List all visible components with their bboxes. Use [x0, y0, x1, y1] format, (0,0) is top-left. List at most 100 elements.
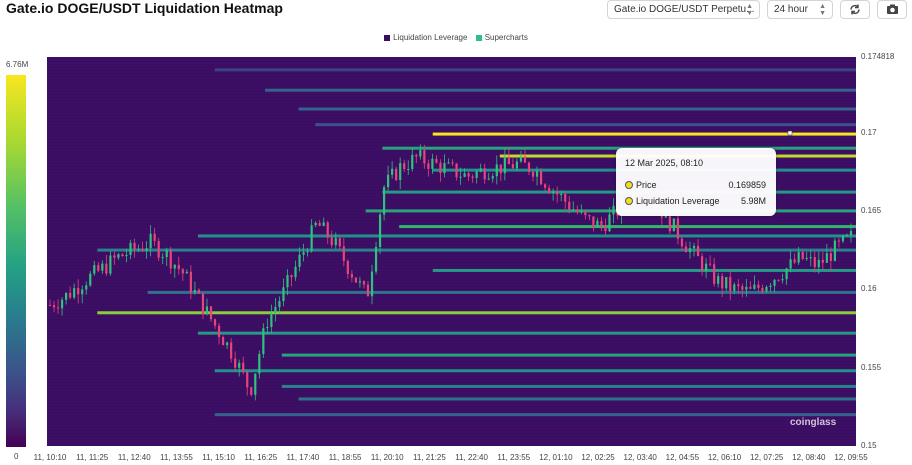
price-candle [48, 304, 52, 306]
x-tick-label: 11, 15:10 [202, 453, 236, 462]
price-candle [266, 327, 269, 329]
x-tick-label: 11, 18:55 [328, 453, 362, 462]
price-candle [471, 176, 474, 178]
price-candle [226, 342, 229, 346]
tooltip-price-label: Price [636, 180, 657, 190]
price-candle [592, 216, 595, 228]
refresh-button[interactable] [840, 0, 870, 19]
price-candle [177, 264, 180, 270]
legend-swatch [384, 34, 391, 41]
price-candle [415, 154, 418, 157]
price-candle [692, 245, 696, 249]
price-candle [696, 245, 700, 257]
price-candle [813, 257, 816, 268]
x-tick-label: 12, 06:10 [707, 453, 742, 462]
refresh-icon [850, 4, 860, 15]
colorbar-max-label: 6.76M [6, 60, 29, 69]
screenshot-button[interactable] [877, 0, 907, 19]
price-candle [713, 264, 716, 284]
tooltip-leverage-row: Liquidation Leverage 5.98M [625, 196, 770, 206]
y-tick-label: 0.16 [861, 284, 877, 294]
price-candle [205, 306, 209, 315]
price-candle [230, 342, 233, 359]
price-candle [85, 285, 88, 290]
price-candle [797, 251, 800, 263]
pair-select[interactable]: Gate.io DOGE/USDT Perpetu... ▲ ▼ [607, 0, 760, 19]
liquidation-band [432, 132, 856, 136]
price-candle [560, 194, 563, 196]
price-candle [805, 258, 808, 260]
x-tick-label: 11, 21:25 [413, 453, 446, 462]
dot-icon [625, 197, 633, 205]
price-candle [197, 289, 201, 294]
price-candle [145, 248, 148, 251]
price-candle [52, 305, 56, 308]
price-candle [721, 276, 724, 289]
price-candle [676, 218, 680, 239]
price-candle [612, 205, 615, 215]
price-candle [157, 240, 160, 258]
price-candle [382, 187, 386, 215]
legend-item-supercharts[interactable]: Supercharts [475, 33, 528, 42]
price-candle [447, 162, 450, 164]
price-candle [129, 242, 132, 255]
x-tick-label: 11, 17:40 [286, 453, 320, 462]
liquidation-band [298, 397, 856, 401]
price-candle [423, 150, 426, 164]
price-candle [342, 246, 345, 261]
liquidation-band [432, 268, 856, 272]
price-candle [153, 233, 156, 241]
price-candle [604, 225, 607, 232]
colorbar [6, 75, 26, 447]
price-candle [837, 240, 841, 242]
price-candle [362, 281, 366, 285]
price-candle [161, 257, 164, 259]
price-candle [274, 307, 277, 314]
price-candle [89, 273, 92, 286]
price-candle [201, 293, 205, 315]
price-candle [809, 257, 812, 259]
legend-item-liquidation[interactable]: Liquidation Leverage [384, 33, 467, 42]
price-candle [133, 242, 136, 250]
price-candle [435, 158, 438, 163]
liquidation-band [365, 209, 856, 213]
price-candle [535, 171, 539, 177]
pair-select-value: Gate.io DOGE/USDT Perpetu... [614, 4, 755, 15]
price-candle [841, 235, 845, 242]
price-candle [234, 358, 237, 368]
price-candle [588, 215, 591, 217]
price-candle [495, 164, 498, 177]
price-candle [395, 168, 398, 181]
price-candle [568, 201, 571, 210]
price-candle [451, 162, 454, 164]
price-candle [411, 154, 414, 170]
legend-label: Supercharts [484, 33, 528, 42]
price-candle [298, 254, 301, 267]
price-candle [503, 156, 506, 174]
price-candle [491, 176, 494, 179]
price-candle [749, 286, 752, 289]
price-candle [97, 265, 100, 271]
hover-tooltip: 12 Mar 2025, 08:10 Price 0.169859 Liquid… [616, 148, 776, 216]
price-candle [455, 163, 458, 178]
price-candle [531, 171, 535, 177]
price-candle [556, 191, 559, 195]
price-candle [552, 191, 555, 193]
price-candle [242, 362, 245, 372]
price-candle [564, 194, 567, 202]
heatmap-plot[interactable] [47, 57, 856, 446]
price-candle [65, 292, 68, 300]
price-candle [60, 299, 64, 309]
price-candle [334, 238, 337, 246]
price-candle [825, 253, 828, 263]
price-candle [684, 246, 688, 253]
range-select[interactable]: 24 hour ▲ ▼ [767, 0, 833, 19]
price-candle [672, 218, 675, 232]
price-candle [113, 255, 116, 258]
price-candle [519, 156, 523, 162]
price-candle [354, 277, 358, 283]
price-candle [294, 266, 297, 278]
price-candle [668, 209, 671, 232]
watermark: coinglass [790, 417, 837, 428]
price-candle [427, 163, 430, 169]
